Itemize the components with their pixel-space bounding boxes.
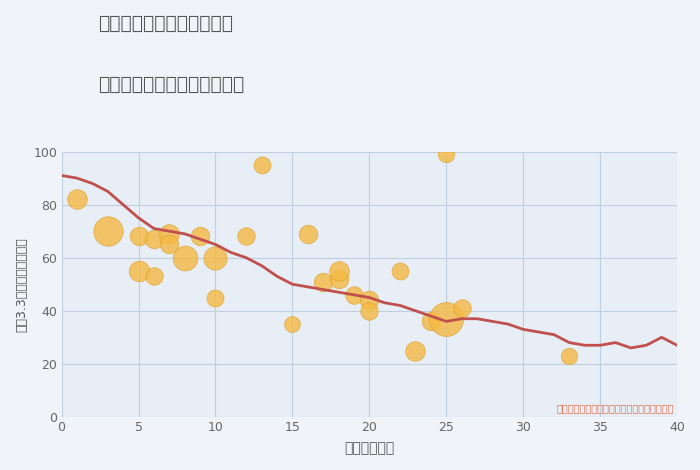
Point xyxy=(164,230,175,238)
Point xyxy=(441,150,452,158)
Point xyxy=(210,294,221,301)
Point xyxy=(302,230,314,238)
Point xyxy=(333,275,344,282)
Point xyxy=(241,233,252,240)
Point xyxy=(164,241,175,248)
Point xyxy=(318,278,329,285)
Point xyxy=(148,273,160,280)
Point xyxy=(410,347,421,354)
Point xyxy=(133,233,144,240)
Point xyxy=(364,307,375,314)
Point xyxy=(148,235,160,243)
Point xyxy=(287,320,298,328)
Point xyxy=(71,196,83,203)
Point xyxy=(441,315,452,322)
Text: 岐阜県恵那市笠置町河合の: 岐阜県恵那市笠置町河合の xyxy=(98,14,233,33)
Point xyxy=(426,318,437,325)
Text: 築年数別中古マンション価格: 築年数別中古マンション価格 xyxy=(98,75,244,94)
Point xyxy=(333,267,344,275)
Point xyxy=(179,254,190,261)
Point xyxy=(195,233,206,240)
Text: 円の大きさは、取引のあった物件面積を示す: 円の大きさは、取引のあった物件面積を示す xyxy=(556,403,674,413)
X-axis label: 築年数（年）: 築年数（年） xyxy=(344,441,395,455)
Y-axis label: 平（3.3㎡）単価（万円）: 平（3.3㎡）単価（万円） xyxy=(15,237,28,332)
Point xyxy=(456,305,467,312)
Point xyxy=(564,352,575,360)
Point xyxy=(349,291,360,298)
Point xyxy=(395,267,406,275)
Point xyxy=(364,297,375,304)
Point xyxy=(102,227,113,235)
Point xyxy=(210,254,221,261)
Point xyxy=(256,161,267,169)
Point xyxy=(133,267,144,275)
